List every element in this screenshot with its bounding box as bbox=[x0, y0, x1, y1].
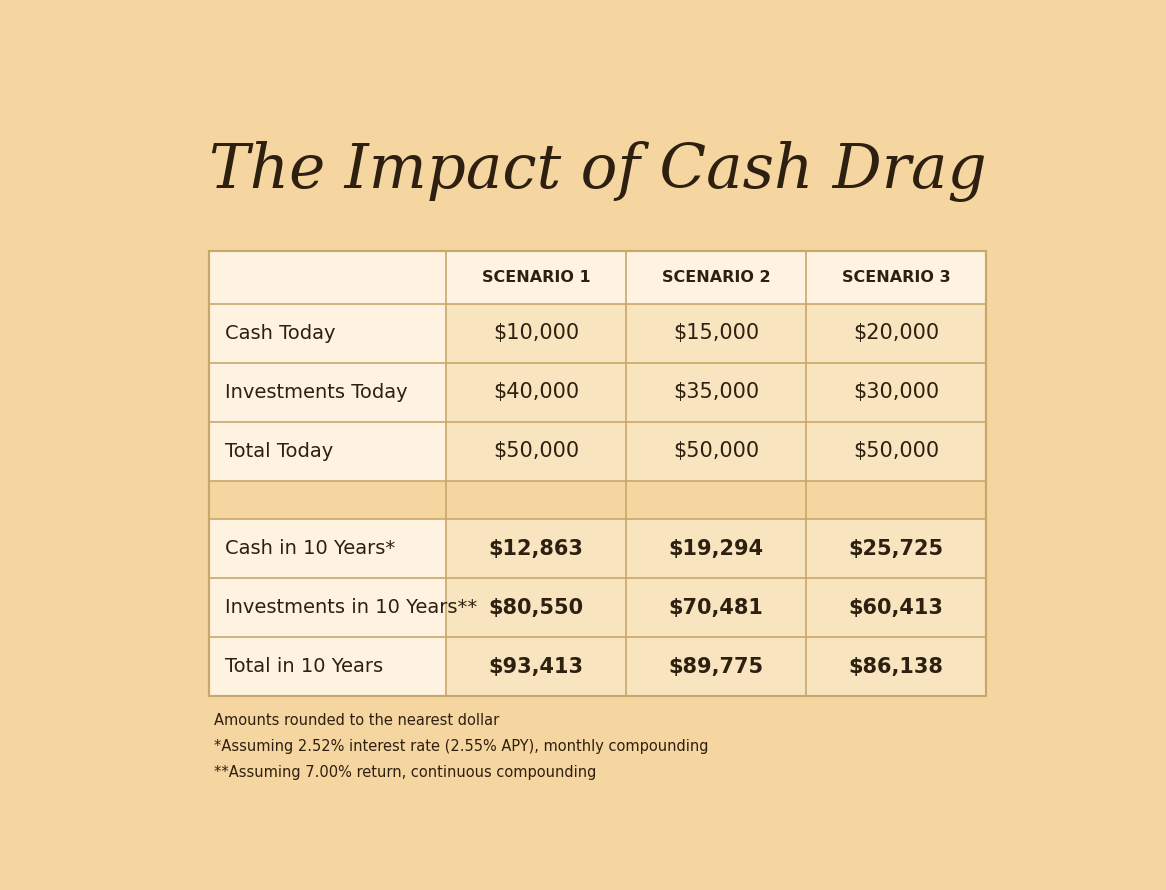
Bar bbox=[806, 637, 986, 696]
Bar bbox=[209, 519, 447, 578]
Bar bbox=[626, 578, 806, 637]
Bar bbox=[209, 251, 986, 303]
Bar bbox=[806, 519, 986, 578]
Text: $60,413: $60,413 bbox=[849, 598, 943, 618]
Bar bbox=[209, 251, 986, 696]
Text: $80,550: $80,550 bbox=[489, 598, 584, 618]
Text: $35,000: $35,000 bbox=[673, 383, 759, 402]
Bar bbox=[626, 637, 806, 696]
Bar bbox=[209, 422, 447, 481]
Bar bbox=[806, 422, 986, 481]
Text: **Assuming 7.00% return, continuous compounding: **Assuming 7.00% return, continuous comp… bbox=[213, 765, 596, 781]
Text: SCENARIO 1: SCENARIO 1 bbox=[482, 270, 590, 285]
Text: SCENARIO 3: SCENARIO 3 bbox=[842, 270, 950, 285]
Bar bbox=[209, 481, 986, 519]
Bar bbox=[806, 578, 986, 637]
Bar bbox=[447, 422, 626, 481]
Bar bbox=[447, 303, 626, 363]
Text: $12,863: $12,863 bbox=[489, 538, 583, 559]
Text: Total in 10 Years: Total in 10 Years bbox=[225, 657, 384, 676]
Bar bbox=[626, 422, 806, 481]
Text: $40,000: $40,000 bbox=[493, 383, 580, 402]
Bar bbox=[209, 578, 447, 637]
Bar bbox=[806, 363, 986, 422]
Bar bbox=[806, 303, 986, 363]
Text: $25,725: $25,725 bbox=[849, 538, 943, 559]
Text: $86,138: $86,138 bbox=[849, 657, 943, 676]
Bar bbox=[447, 578, 626, 637]
Bar bbox=[447, 637, 626, 696]
Text: $30,000: $30,000 bbox=[854, 383, 939, 402]
Text: $15,000: $15,000 bbox=[673, 323, 759, 344]
Text: Cash Today: Cash Today bbox=[225, 324, 336, 343]
Bar bbox=[626, 363, 806, 422]
Text: $70,481: $70,481 bbox=[668, 598, 764, 618]
Bar bbox=[209, 637, 447, 696]
Text: $10,000: $10,000 bbox=[493, 323, 580, 344]
Text: $50,000: $50,000 bbox=[493, 441, 580, 461]
Text: Investments in 10 Years**: Investments in 10 Years** bbox=[225, 598, 478, 617]
Bar bbox=[626, 519, 806, 578]
Text: $50,000: $50,000 bbox=[854, 441, 939, 461]
Text: Cash in 10 Years*: Cash in 10 Years* bbox=[225, 539, 395, 558]
Text: $20,000: $20,000 bbox=[854, 323, 939, 344]
Text: Amounts rounded to the nearest dollar: Amounts rounded to the nearest dollar bbox=[213, 713, 499, 728]
Text: SCENARIO 2: SCENARIO 2 bbox=[662, 270, 771, 285]
Bar bbox=[626, 303, 806, 363]
Text: $89,775: $89,775 bbox=[668, 657, 764, 676]
Text: Investments Today: Investments Today bbox=[225, 383, 408, 401]
Text: The Impact of Cash Drag: The Impact of Cash Drag bbox=[209, 141, 986, 202]
Text: *Assuming 2.52% interest rate (2.55% APY), monthly compounding: *Assuming 2.52% interest rate (2.55% APY… bbox=[213, 740, 708, 755]
Bar bbox=[209, 303, 447, 363]
Text: $50,000: $50,000 bbox=[673, 441, 759, 461]
Bar bbox=[447, 519, 626, 578]
Text: Total Today: Total Today bbox=[225, 441, 333, 461]
Text: $19,294: $19,294 bbox=[668, 538, 764, 559]
Text: $93,413: $93,413 bbox=[489, 657, 583, 676]
Bar bbox=[209, 363, 447, 422]
Bar bbox=[447, 363, 626, 422]
